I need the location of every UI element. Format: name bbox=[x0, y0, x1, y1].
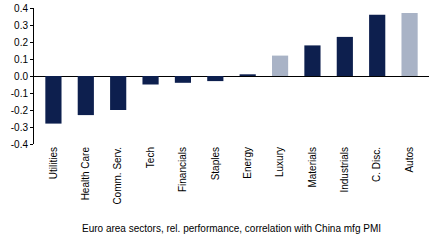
svg-text:0.3: 0.3 bbox=[14, 20, 28, 31]
svg-text:-0.1: -0.1 bbox=[11, 88, 29, 99]
svg-text:Staples: Staples bbox=[210, 147, 221, 180]
svg-text:C. Disc.: C. Disc. bbox=[371, 147, 382, 182]
svg-text:-0.3: -0.3 bbox=[11, 122, 29, 133]
svg-text:Euro area sectors, rel. perfor: Euro area sectors, rel. performance, cor… bbox=[82, 223, 381, 234]
svg-text:Energy: Energy bbox=[242, 147, 253, 179]
svg-text:Financials: Financials bbox=[177, 147, 188, 192]
svg-text:0.0: 0.0 bbox=[14, 71, 28, 82]
svg-text:0.1: 0.1 bbox=[14, 54, 28, 65]
svg-text:-0.2: -0.2 bbox=[11, 105, 29, 116]
svg-text:Materials: Materials bbox=[307, 147, 318, 188]
svg-text:Tech: Tech bbox=[145, 147, 156, 168]
svg-text:Autos: Autos bbox=[404, 147, 415, 173]
svg-text:Industrials: Industrials bbox=[339, 147, 350, 193]
svg-text:Utilities: Utilities bbox=[48, 147, 59, 179]
svg-text:-0.4: -0.4 bbox=[11, 139, 29, 150]
svg-text:0.4: 0.4 bbox=[14, 3, 28, 14]
svg-text:Health Care: Health Care bbox=[80, 147, 91, 201]
svg-text:Comm. Serv.: Comm. Serv. bbox=[112, 147, 123, 205]
svg-text:Luxury: Luxury bbox=[274, 147, 285, 177]
svg-text:0.2: 0.2 bbox=[14, 37, 28, 48]
